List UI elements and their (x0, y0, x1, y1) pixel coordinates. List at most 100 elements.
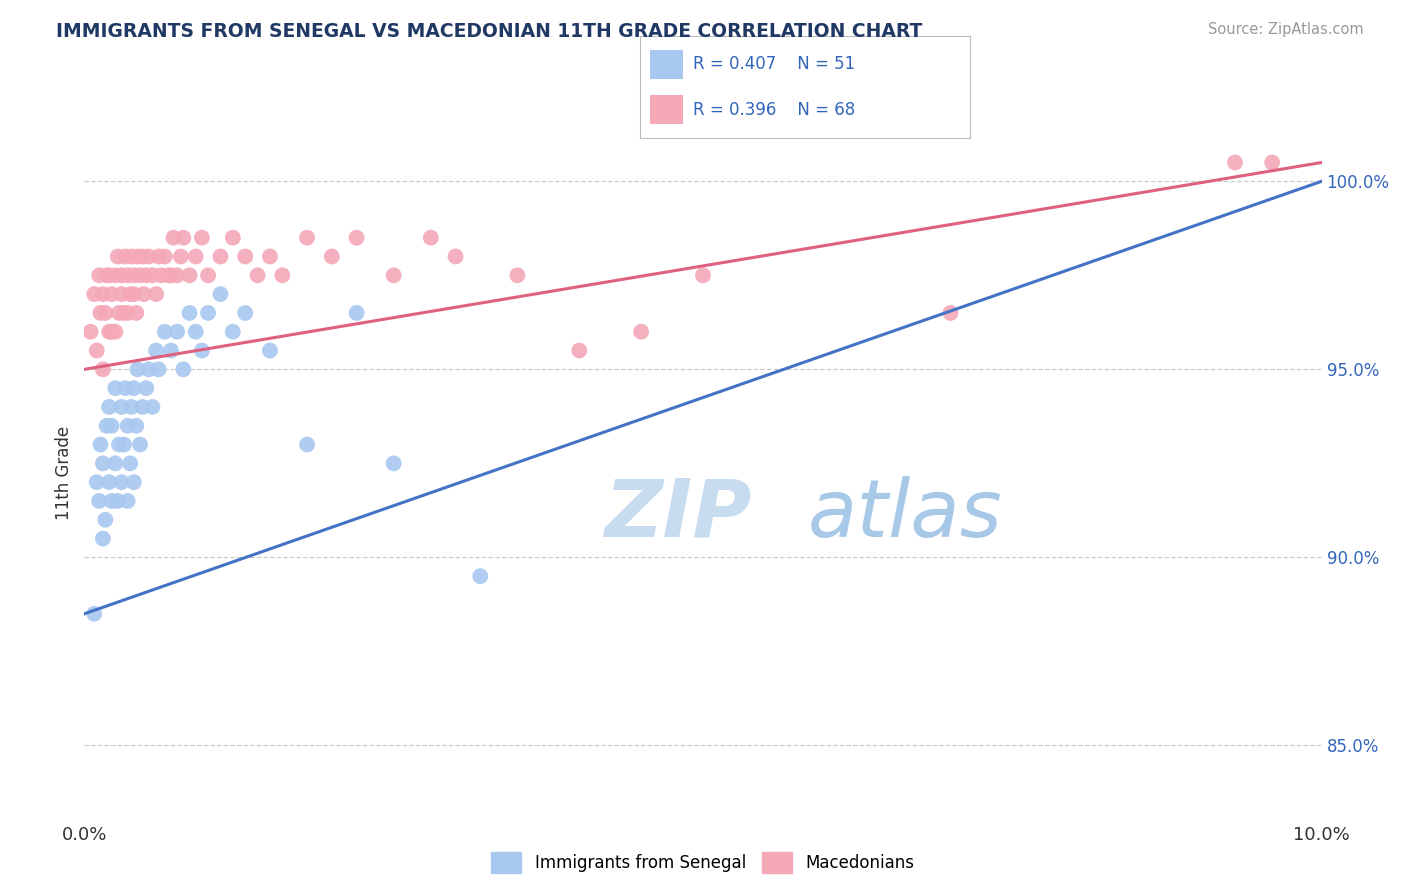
Point (160, 343, 183, 358)
Point (112, 437, 135, 451)
Point (110, 287, 132, 301)
Point (692, 268, 714, 283)
Point (222, 325, 245, 339)
Point (184, 325, 207, 339)
Point (89, 306, 111, 320)
Point (295, 230, 318, 244)
Point (122, 381, 145, 395)
Point (96, 268, 118, 283)
Point (271, 268, 294, 283)
Point (108, 306, 131, 320)
Y-axis label: 11th Grade: 11th Grade (55, 425, 73, 520)
Point (197, 268, 219, 283)
Point (91, 532, 114, 546)
Point (382, 268, 405, 283)
Point (91, 362, 114, 376)
Point (131, 400, 153, 414)
Point (100, 494, 122, 508)
Point (166, 268, 188, 283)
Point (114, 250, 136, 264)
Point (179, 268, 201, 283)
Point (100, 287, 122, 301)
Point (222, 230, 245, 244)
Point (112, 306, 135, 320)
Point (94, 306, 117, 320)
Legend: Immigrants from Senegal, Macedonians: Immigrants from Senegal, Macedonians (485, 846, 921, 880)
Point (125, 418, 148, 433)
Point (1261, 155, 1284, 169)
Point (96, 418, 118, 433)
Point (91, 287, 114, 301)
Point (122, 268, 145, 283)
Point (162, 230, 184, 244)
Point (630, 325, 652, 339)
Point (120, 400, 142, 414)
Point (135, 381, 157, 395)
Point (141, 268, 163, 283)
Point (295, 437, 318, 451)
Point (114, 381, 136, 395)
Point (153, 325, 176, 339)
Point (122, 475, 145, 490)
Point (108, 437, 131, 451)
Point (89, 268, 111, 283)
Point (110, 475, 132, 490)
Bar (650, 50, 683, 78)
Point (166, 325, 188, 339)
Point (120, 250, 142, 264)
Point (419, 230, 441, 244)
Point (117, 306, 139, 320)
Point (110, 400, 132, 414)
Point (145, 343, 167, 358)
Point (120, 287, 142, 301)
Point (470, 569, 492, 583)
Point (117, 418, 139, 433)
Point (148, 250, 170, 264)
Point (98, 268, 121, 283)
Point (98, 475, 121, 490)
Point (170, 250, 193, 264)
Point (172, 362, 194, 376)
Point (233, 306, 256, 320)
Point (141, 400, 163, 414)
Point (91, 456, 114, 470)
Point (100, 418, 122, 433)
Text: Source: ZipAtlas.com: Source: ZipAtlas.com (1208, 22, 1364, 37)
Point (138, 362, 160, 376)
Point (117, 268, 139, 283)
Point (94, 513, 117, 527)
Point (160, 268, 183, 283)
Point (89, 494, 111, 508)
Point (117, 494, 139, 508)
Point (100, 325, 122, 339)
Point (125, 306, 148, 320)
Point (107, 494, 129, 508)
Point (98, 325, 121, 339)
Point (259, 250, 281, 264)
Point (104, 381, 127, 395)
Point (110, 268, 132, 283)
Point (129, 437, 152, 451)
Point (184, 250, 207, 264)
Point (127, 362, 149, 376)
Point (122, 287, 145, 301)
Point (104, 456, 127, 470)
Point (209, 287, 232, 301)
Point (86, 475, 108, 490)
Point (86, 343, 108, 358)
Point (506, 268, 529, 283)
Text: R = 0.407    N = 51: R = 0.407 N = 51 (693, 55, 855, 73)
Point (148, 362, 170, 376)
Point (138, 250, 160, 264)
Point (568, 343, 591, 358)
Text: atlas: atlas (808, 475, 1002, 554)
Point (83, 287, 105, 301)
Point (98, 400, 121, 414)
Point (179, 306, 201, 320)
Point (939, 306, 962, 320)
Point (104, 268, 127, 283)
Point (382, 456, 405, 470)
Point (145, 287, 167, 301)
Point (89, 437, 111, 451)
Point (107, 250, 129, 264)
